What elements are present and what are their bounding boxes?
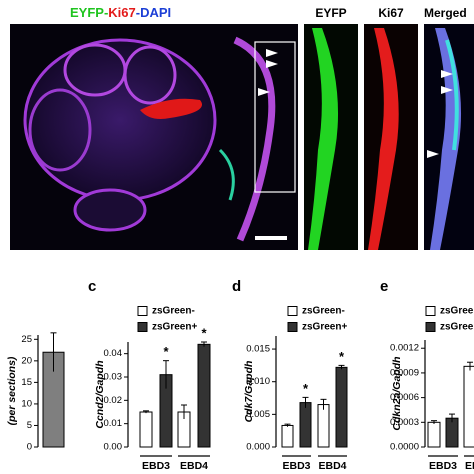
y-tick-label: 15 <box>21 377 32 388</box>
y-tick-label: 0.000 <box>246 442 270 453</box>
y-tick-label: 0.02 <box>104 395 123 406</box>
x-tick-label: EBD3 <box>282 460 310 472</box>
y-tick-label: 0.0006 <box>390 392 419 403</box>
y-tick-label: 0.0003 <box>390 417 419 428</box>
y-tick-label: 0.0012 <box>390 343 419 354</box>
y-tick-label: 0.015 <box>246 344 270 355</box>
inset-label: EYFP <box>315 6 346 20</box>
legend-label: zsGreen+ <box>440 322 474 333</box>
bar <box>317 404 330 448</box>
significance: * <box>339 349 345 364</box>
inset-label: Merged <box>424 6 467 20</box>
legend-label: zsGreen- <box>152 306 195 317</box>
legend-swatch <box>425 322 436 332</box>
x-tick-label: EBD4 <box>180 460 208 472</box>
bar <box>445 417 459 448</box>
y-tick-label: 0.01 <box>104 418 123 429</box>
y-tick-label: 0.0000 <box>390 442 419 453</box>
y-tick-label: 25 <box>21 334 32 345</box>
bar <box>463 365 474 448</box>
bar <box>335 366 348 448</box>
legend-swatch <box>287 306 298 316</box>
legend-swatch <box>425 306 436 316</box>
legend-swatch <box>287 322 298 332</box>
y-axis-label: Ccnd2/Gapdh <box>94 360 106 428</box>
y-axis-label: Cdk7/Gapdh <box>243 361 255 423</box>
image-title: EYFP-Ki67-DAPI <box>70 5 171 20</box>
y-tick-label: 0.03 <box>104 372 123 383</box>
y-tick-label: 0.005 <box>246 409 270 420</box>
legend-label: zsGreen- <box>302 306 345 317</box>
x-tick-label: EBD3 <box>429 460 457 472</box>
bar <box>139 411 153 448</box>
inset-label: Ki67 <box>378 6 404 20</box>
y-tick-label: 0.010 <box>246 376 270 387</box>
significance: * <box>303 381 309 396</box>
title-part: Ki67 <box>108 5 135 20</box>
legend-label: zsGreen+ <box>302 322 347 333</box>
y-tick-label: 0.0009 <box>390 367 419 378</box>
micrograph-insets <box>304 24 474 250</box>
significance: * <box>201 325 207 340</box>
legend-swatch <box>137 322 148 332</box>
x-tick-label: EBD4 <box>465 460 474 472</box>
bar <box>299 402 312 448</box>
y-tick-label: 0 <box>27 442 32 453</box>
panel-label: c <box>88 278 96 295</box>
title-part: EYFP- <box>70 5 108 20</box>
y-tick-label: 20 <box>21 355 32 366</box>
y-tick-label: 10 <box>21 398 32 409</box>
bar <box>427 421 441 448</box>
legend-label: zsGreen+ <box>152 322 197 333</box>
panel-label: d <box>232 278 241 295</box>
y-tick-label: 0.04 <box>104 348 123 359</box>
panel-label: e <box>380 278 388 295</box>
bar <box>281 424 294 448</box>
micrograph-main <box>10 24 298 250</box>
x-tick-label: EBD3 <box>142 460 170 472</box>
bar <box>197 343 211 448</box>
y-axis-label: Cdkn2a/Gapdh <box>391 356 403 430</box>
y-tick-label: 5 <box>27 420 32 431</box>
y-axis-label: (per sections) <box>6 356 18 425</box>
significance: * <box>163 344 169 359</box>
legend-label: zsGreen- <box>440 306 474 317</box>
legend-swatch <box>137 306 148 316</box>
y-tick-label: 0.00 <box>104 442 123 453</box>
title-part: -DAPI <box>136 5 171 20</box>
x-tick-label: EBD4 <box>318 460 346 472</box>
